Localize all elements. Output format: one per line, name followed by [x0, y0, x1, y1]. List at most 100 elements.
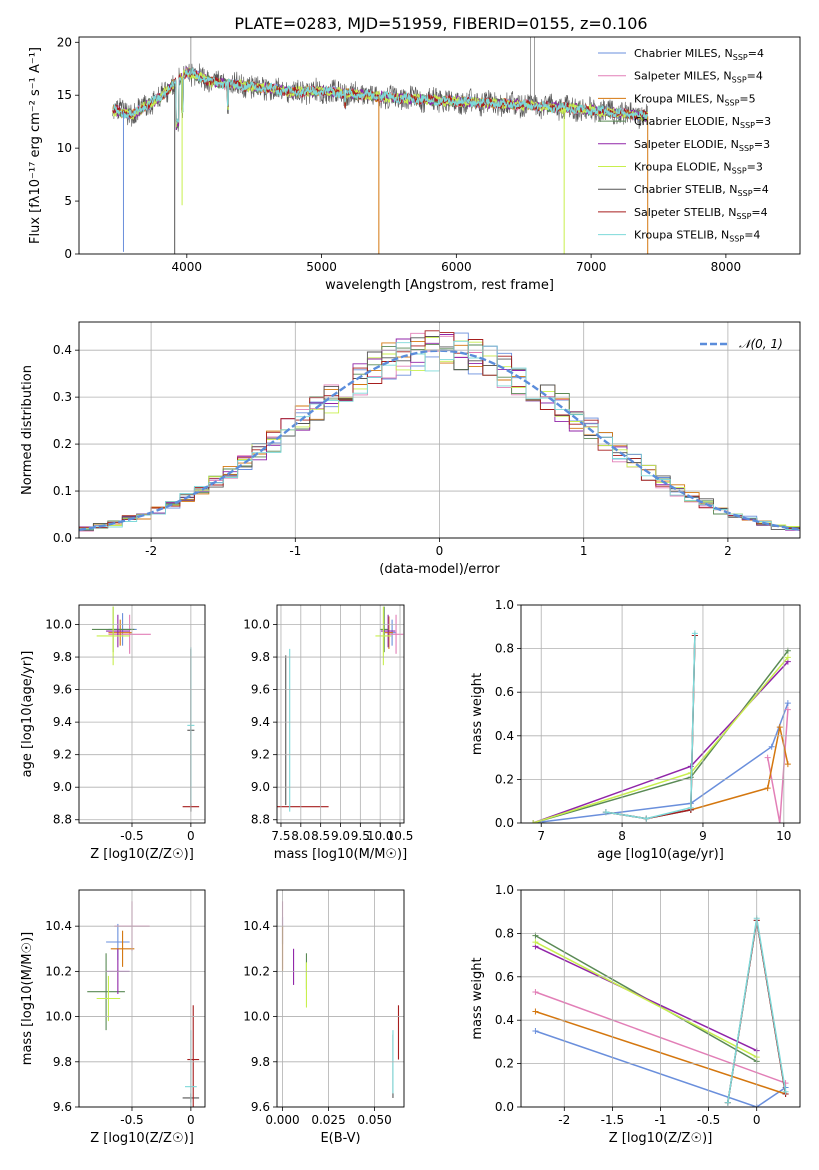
weight_vs_age-series-0: [533, 702, 789, 823]
x-tick-label: -0.5: [120, 829, 143, 843]
weight_vs_Z-marker: [532, 988, 539, 995]
weight_vs_Z-marker: [532, 939, 539, 946]
weight_vs_age-marker: [776, 820, 783, 823]
weight_vs_Z-marker: [532, 1008, 539, 1015]
x-tick-label: 9.5: [351, 829, 370, 843]
y-tick-label: 0.0: [53, 531, 72, 545]
y-tick-label: 0.6: [495, 970, 514, 984]
y-tick-label: 0.3: [53, 390, 72, 404]
errorbar-point-1: [388, 614, 404, 654]
age_vs_Z-x-axis-label: Z [log10(Z/Z☉)]: [90, 847, 194, 862]
legend-label: Chabrier MILES, NSSP=4: [634, 47, 764, 62]
weight_vs_age-marker: [764, 785, 771, 792]
x-tick-label: 5000: [306, 260, 337, 274]
weight_vs_age-series-6: [605, 635, 696, 820]
weight_vs_Z-series-4: [535, 945, 758, 1052]
x-tick-label: 10.5: [387, 829, 414, 843]
y-tick-label: 0.8: [495, 642, 514, 656]
y-tick-label: 9.6: [251, 683, 270, 697]
y-tick-label: 0.6: [495, 685, 514, 699]
x-tick-label: 10: [776, 829, 791, 843]
errorbar-point-5: [96, 975, 121, 1022]
errorbar-point-2: [384, 616, 393, 649]
residuals-frame: [78, 321, 801, 539]
y-tick-label: 10.0: [243, 618, 270, 632]
y-tick-label: 0.2: [53, 437, 72, 451]
y-tick-label: 0.0: [495, 816, 514, 830]
errorbar-point-2: [110, 930, 135, 967]
weight_vs_age-frame: [520, 604, 801, 824]
legend-label: Chabrier ELODIE, NSSP=3: [634, 115, 771, 130]
mass_vs_EBV-x-axis-label: E(B-V): [320, 1131, 360, 1146]
age_vs_Z-frame: [78, 604, 206, 824]
y-tick-label: 9.0: [53, 780, 72, 794]
y-tick-label: 9.8: [53, 1055, 72, 1069]
panel-age_vs_Z: -0.5 0 8.8 9.0 9.2 9.4 9.6 9.8 10.0 Z [log10(Z/Z☉…: [20, 604, 206, 862]
weight_vs_Z-marker: [782, 1088, 789, 1095]
weight_vs_Z-marker: [532, 1028, 539, 1035]
y-tick-label: 15: [57, 88, 72, 102]
y-tick-label: 0.8: [495, 926, 514, 940]
weight_vs_age-series-5: [532, 656, 789, 823]
x-tick-label: -1.5: [601, 1113, 624, 1127]
panel-weight_vs_Z: -2 -1.5 -1 -0.5 0 0.0 0.2 0.4 0.6 0.8 1.0 Z [log10(…: [470, 883, 801, 1146]
x-tick-label: -1: [655, 1113, 667, 1127]
y-tick-label: 0.2: [495, 772, 514, 786]
y-tick-label: 9.2: [251, 748, 270, 762]
y-tick-label: 9.4: [251, 715, 270, 729]
x-tick-label: 8.5: [311, 829, 330, 843]
weight_vs_age-marker: [602, 809, 609, 816]
age_vs_mass-x-axis-label: mass [log10(M/M☉)]: [274, 847, 407, 862]
y-tick-label: 9.4: [53, 715, 72, 729]
errorbar-point-5: [96, 606, 130, 666]
x-tick-label: 8: [618, 829, 626, 843]
errorbar-point-5: [375, 606, 392, 666]
x-tick-label: 9: [699, 829, 707, 843]
weight_vs_Z-x-axis-label: Z [log10(Z/Z☉)]: [609, 1131, 713, 1146]
x-tick-label: -0.5: [697, 1113, 720, 1127]
weight_vs_age-marker: [691, 630, 698, 637]
x-tick-label: 6000: [441, 260, 472, 274]
x-tick-label: -1: [289, 544, 301, 558]
panel-weight_vs_age: 7 8 9 10 0.0 0.2 0.4 0.6 0.8 1.0 age [log10(age/yr…: [470, 598, 801, 862]
x-tick-label: 8000: [711, 260, 742, 274]
y-tick-label: 1.0: [495, 598, 514, 612]
x-tick-label: 7: [537, 829, 545, 843]
weight_vs_age-x-axis-label: age [log10(age/yr)]: [597, 847, 724, 862]
weight_vs_age-marker: [768, 743, 775, 750]
y-tick-label: 5: [64, 194, 72, 208]
mass_vs_Z-x-axis-label: Z [log10(Z/Z☉)]: [90, 1131, 194, 1146]
errorbar-point-2: [108, 619, 132, 646]
y-tick-label: 0.0: [495, 1100, 514, 1114]
y-tick-label: 8.8: [53, 813, 72, 827]
legend-label: Salpeter ELODIE, NSSP=3: [634, 138, 770, 153]
x-tick-label: 8.0: [291, 829, 310, 843]
x-tick-label: 10.0: [367, 829, 394, 843]
age_vs_Z-y-axis-label: age [log10(age/yr)]: [20, 651, 35, 778]
x-tick-label: 0: [753, 1113, 761, 1127]
spectrum-plot-area: [112, 37, 649, 254]
legend-label: Kroupa MILES, NSSP=5: [634, 92, 756, 107]
y-tick-label: 0.2: [495, 1057, 514, 1071]
spectrum-x-axis-label: wavelength [Angstrom, rest frame]: [325, 278, 554, 293]
weight_vs_age-y-axis-label: mass weight: [470, 673, 485, 755]
weight_vs_age-marker: [784, 654, 791, 661]
x-tick-label: 4000: [172, 260, 203, 274]
weight_vs_age-marker: [776, 724, 783, 731]
weight_vs_Z-series-5: [535, 941, 758, 1058]
residuals-x-axis-label: (data-model)/error: [379, 562, 500, 577]
residuals-y-axis-label: Normed distribution: [20, 365, 35, 495]
panel-mass_vs_EBV: 0.000 0.025 0.050 9.6 9.8 10.0 10.2 10.4 E(B-V): [243, 889, 405, 1146]
y-tick-label: 9.6: [251, 1100, 270, 1114]
errorbar-point-7: [187, 1005, 200, 1107]
x-tick-label: 0: [436, 544, 444, 558]
x-tick-label: -2: [558, 1113, 570, 1127]
weight_vs_Z-frame: [520, 889, 801, 1108]
x-tick-label: 1: [580, 544, 588, 558]
y-tick-label: 10.0: [243, 1010, 270, 1024]
x-tick-label: 0.000: [265, 1113, 299, 1127]
y-tick-label: 10.0: [45, 1010, 72, 1024]
weight_vs_Z-y-axis-label: mass weight: [470, 957, 485, 1039]
y-tick-label: 9.8: [251, 1055, 270, 1069]
weight_vs_age-series-7: [605, 635, 696, 820]
